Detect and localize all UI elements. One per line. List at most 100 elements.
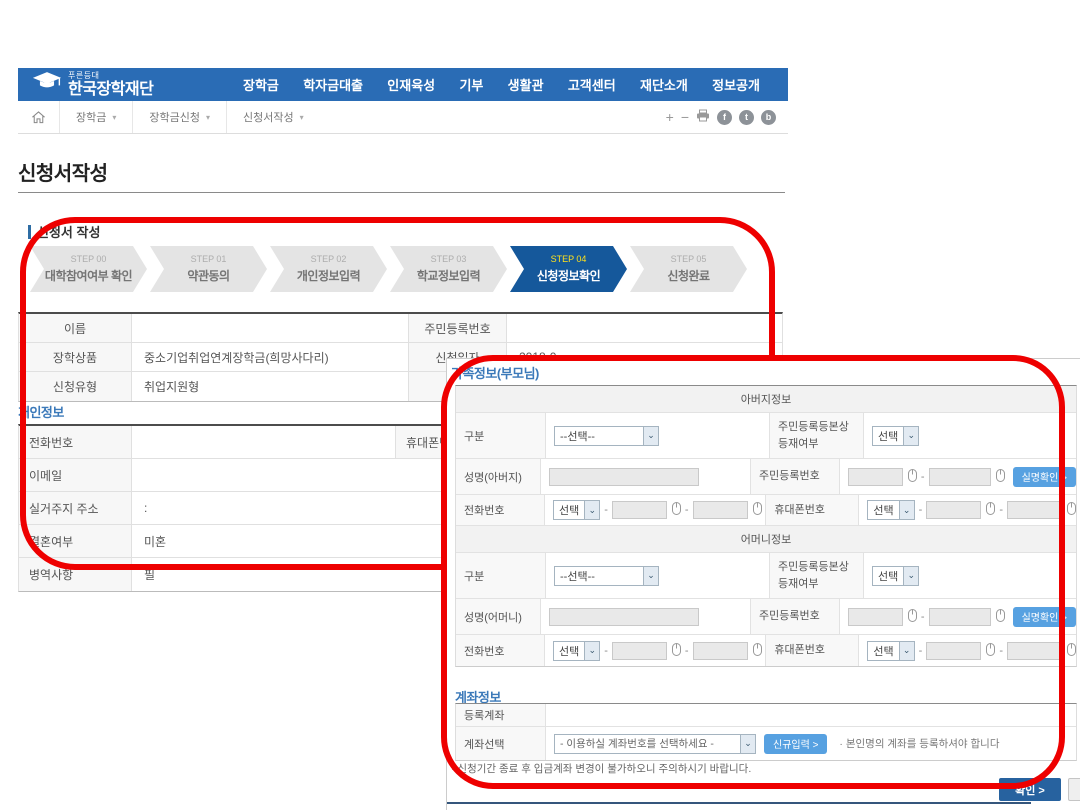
table-row: 이름 주민등록번호	[19, 314, 782, 343]
address-label: 실거주지 주소	[19, 492, 132, 524]
name-value	[132, 314, 409, 342]
breadcrumb-item-apply[interactable]: 장학금신청 ▾	[132, 101, 226, 133]
steps-section-title: 신청서 작성	[28, 222, 100, 241]
mother-mobile-last-input[interactable]	[1006, 641, 1062, 660]
mouse-input-icon[interactable]	[1066, 502, 1076, 518]
table-row: 구분 --선택-- ⌄ 주민등록등본상 등재여부 선택 ⌄	[456, 553, 1076, 599]
resident-number-value	[507, 314, 782, 342]
father-phone-mid-input[interactable]	[611, 501, 667, 519]
printer-icon[interactable]	[696, 109, 710, 125]
popup-button-row: 확인 > 취소	[447, 778, 1080, 802]
facebook-icon[interactable]: f	[717, 109, 732, 125]
select-arrow-icon: ⌄	[898, 641, 914, 660]
popup-footnote: · 신청기간 종료 후 입금계좌 변경이 불가하오니 주의하시기 바랍니다.	[451, 763, 752, 775]
father-jumin-front-input[interactable]	[847, 467, 903, 486]
twitter-icon[interactable]: t	[739, 109, 754, 125]
mother-phone-prefix-select[interactable]: 선택 ⌄	[553, 640, 601, 661]
blog-icon[interactable]: b	[761, 109, 776, 125]
mother-verify-name-button[interactable]: 실명확인 >	[1012, 606, 1076, 627]
step-02: STEP 02 개인정보입력	[270, 246, 387, 292]
popup-bottom-edge	[447, 802, 1031, 804]
title-divider	[18, 192, 785, 193]
mother-jumin-front-input[interactable]	[847, 607, 903, 626]
father-type-select[interactable]: --선택-- ⌄	[554, 425, 659, 446]
new-account-button[interactable]: 신규입력 >	[764, 733, 828, 754]
select-arrow-icon: ⌄	[584, 641, 600, 660]
mother-name-input[interactable]	[548, 607, 699, 626]
nav-item-about[interactable]: 재단소개	[639, 78, 688, 93]
nav-item-scholarship[interactable]: 장학금	[243, 78, 279, 93]
nav-item-donation[interactable]: 기부	[459, 78, 484, 93]
mother-mobile-prefix-select[interactable]: 선택 ⌄	[867, 640, 915, 661]
father-name-input[interactable]	[548, 467, 699, 486]
breadcrumb-item-application-form[interactable]: 신청서작성 ▾	[226, 101, 320, 133]
phone-label: 전화번호	[19, 426, 132, 458]
select-arrow-icon: ⌄	[740, 734, 755, 753]
logo-slogan: 푸른등대	[68, 71, 100, 80]
table-row: 이메일	[19, 459, 782, 492]
phone-value	[132, 426, 396, 458]
account-notice: · 본인명의 계좌를 등록하셔야 합니다	[839, 738, 1000, 750]
cancel-button[interactable]: 취소	[1068, 778, 1080, 801]
mother-type-select[interactable]: --선택-- ⌄	[554, 565, 659, 586]
graduation-cap-icon	[32, 71, 62, 96]
name-label: 이름	[19, 314, 132, 342]
nav-item-dormitory[interactable]: 생활관	[507, 78, 544, 93]
father-phone-last-input[interactable]	[692, 501, 748, 519]
mouse-input-icon[interactable]	[986, 502, 996, 518]
select-arrow-icon: ⌄	[898, 501, 914, 519]
mother-jumin-back-input[interactable]	[928, 607, 991, 626]
mother-registry-select[interactable]: 선택 ⌄	[872, 565, 920, 586]
father-jumin-label: 주민등록번호	[750, 459, 840, 494]
zoom-out-icon[interactable]: −	[680, 109, 689, 125]
step-05: STEP 05 신청완료	[630, 246, 747, 292]
top-navigation-bar: 푸른등대 한국장학재단 장학금 학자금대출 인재육성 기부 생활관 고객센터 재…	[18, 68, 788, 101]
father-mobile-last-input[interactable]	[1006, 501, 1062, 519]
mother-mobile-label: 휴대폰번호	[766, 635, 860, 666]
nav-item-disclosure[interactable]: 정보공개	[712, 78, 760, 93]
father-registry-select[interactable]: 선택 ⌄	[872, 425, 920, 446]
father-mobile-prefix-select[interactable]: 선택 ⌄	[867, 500, 915, 520]
table-row: 계좌선택 - 이용하실 계좌번호를 선택하세요 - ⌄ 신규입력 > · 본인명…	[456, 727, 1076, 760]
logo[interactable]: 푸른등대 한국장학재단	[32, 71, 237, 98]
mouse-input-icon[interactable]	[986, 642, 996, 659]
mouse-input-icon[interactable]	[752, 502, 762, 518]
father-info-header: 아버지정보	[456, 386, 1076, 413]
home-icon[interactable]	[18, 110, 59, 124]
nav-item-talent[interactable]: 인재육성	[387, 78, 436, 93]
mouse-input-icon[interactable]	[671, 502, 681, 518]
mouse-input-icon[interactable]	[995, 468, 1005, 485]
father-jumin-back-input[interactable]	[928, 467, 991, 486]
mother-phone-last-input[interactable]	[692, 641, 748, 660]
step-04-active: STEP 04 신청정보확인	[510, 246, 627, 292]
confirm-button[interactable]: 확인 >	[999, 778, 1061, 801]
apply-type-value: 취업지원형	[132, 372, 409, 401]
mouse-input-icon[interactable]	[1066, 642, 1076, 659]
father-phone-prefix-select[interactable]: 선택 ⌄	[553, 500, 601, 520]
father-type-label: 구분	[456, 413, 546, 458]
breadcrumb-item-scholarship[interactable]: 장학금 ▾	[59, 101, 132, 133]
caret-down-icon: ▾	[112, 112, 117, 122]
zoom-in-icon[interactable]: +	[665, 109, 674, 125]
nav-item-customer-center[interactable]: 고객센터	[567, 78, 616, 93]
mouse-input-icon[interactable]	[907, 468, 917, 485]
mother-phone-mid-input[interactable]	[611, 641, 667, 660]
caret-down-icon: ▾	[299, 112, 304, 122]
father-verify-name-button[interactable]: 실명확인 >	[1012, 466, 1076, 487]
mouse-input-icon[interactable]	[907, 608, 917, 625]
mouse-input-icon[interactable]	[671, 642, 681, 659]
mother-mobile-mid-input[interactable]	[926, 641, 982, 660]
product-label: 장학상품	[19, 343, 132, 371]
mother-info-header: 어머니정보	[456, 526, 1076, 553]
mouse-input-icon[interactable]	[752, 642, 762, 659]
mouse-input-icon[interactable]	[995, 608, 1005, 625]
mother-phone-label: 전화번호	[456, 635, 545, 666]
step-01: STEP 01 약관동의	[150, 246, 267, 292]
account-number-select[interactable]: - 이용하실 계좌번호를 선택하세요 - ⌄	[554, 733, 756, 754]
select-arrow-icon: ⌄	[643, 566, 658, 585]
account-info-table: 등록계좌 계좌선택 - 이용하실 계좌번호를 선택하세요 - ⌄ 신규입력 > …	[455, 703, 1077, 761]
father-phone-label: 전화번호	[456, 495, 545, 525]
father-mobile-mid-input[interactable]	[926, 501, 982, 519]
nav-item-student-loan[interactable]: 학자금대출	[303, 78, 363, 93]
